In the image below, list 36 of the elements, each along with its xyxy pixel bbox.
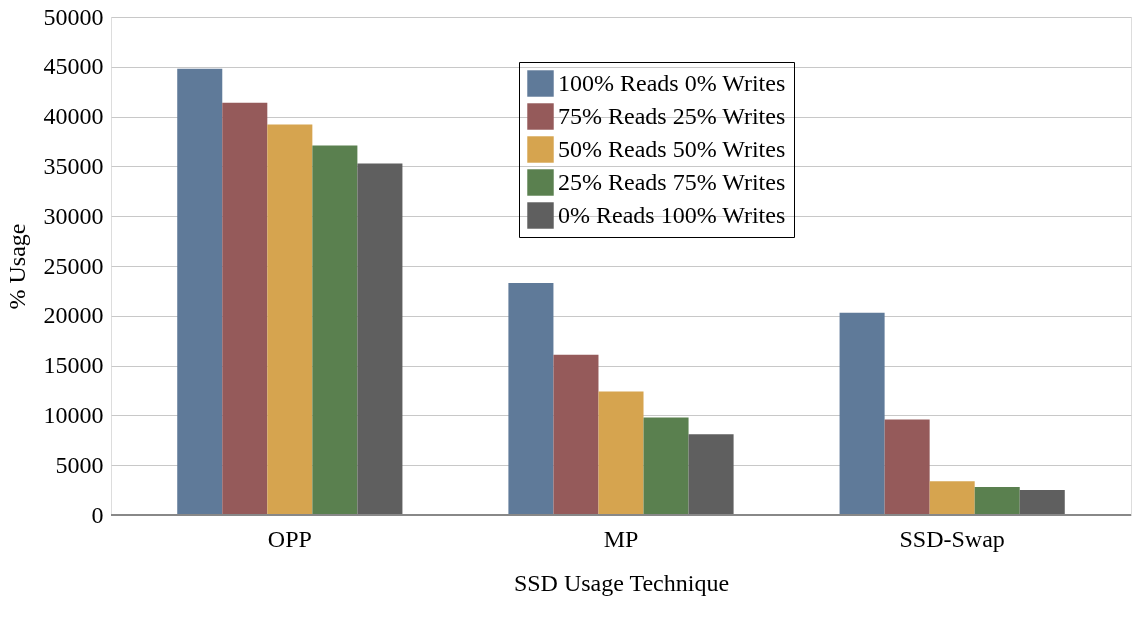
bar xyxy=(884,419,930,515)
y-tick-label: 15000 xyxy=(43,352,104,379)
y-tick-label: 40000 xyxy=(43,103,104,130)
bar xyxy=(267,124,313,515)
y-tick-label: 50000 xyxy=(43,3,104,30)
bar xyxy=(688,434,734,515)
y-axis-title: % Usage xyxy=(3,223,30,310)
y-tick-label: 30000 xyxy=(43,202,104,229)
legend-label: 75% Reads 25% Writes xyxy=(558,102,786,129)
bar xyxy=(312,145,358,515)
x-tick-label: MP xyxy=(603,525,639,552)
bar xyxy=(929,481,975,515)
bar xyxy=(553,354,599,515)
x-tick-label: OPP xyxy=(267,525,312,552)
bar xyxy=(643,417,689,515)
bar xyxy=(222,102,268,515)
y-tick-label: 35000 xyxy=(43,152,104,179)
bar xyxy=(1019,490,1065,515)
legend-label: 25% Reads 75% Writes xyxy=(558,168,786,195)
x-tick-label: SSD-Swap xyxy=(899,525,1005,552)
y-tick-label: 5000 xyxy=(55,451,104,478)
bar xyxy=(839,312,885,515)
y-tick-label: 0 xyxy=(91,501,104,528)
legend-label: 100% Reads 0% Writes xyxy=(558,69,786,96)
bar xyxy=(357,163,403,515)
x-axis-title: SSD Usage Technique xyxy=(513,569,730,596)
bar xyxy=(177,68,223,515)
y-tick-label: 45000 xyxy=(43,53,104,80)
y-tick-label: 20000 xyxy=(43,302,104,329)
y-tick-label: 10000 xyxy=(43,401,104,428)
legend-label: 50% Reads 50% Writes xyxy=(558,135,786,162)
bar xyxy=(974,487,1020,515)
bar xyxy=(598,391,644,515)
y-tick-label: 25000 xyxy=(43,252,104,279)
bar xyxy=(508,282,554,515)
legend-label: 0% Reads 100% Writes xyxy=(558,201,786,228)
